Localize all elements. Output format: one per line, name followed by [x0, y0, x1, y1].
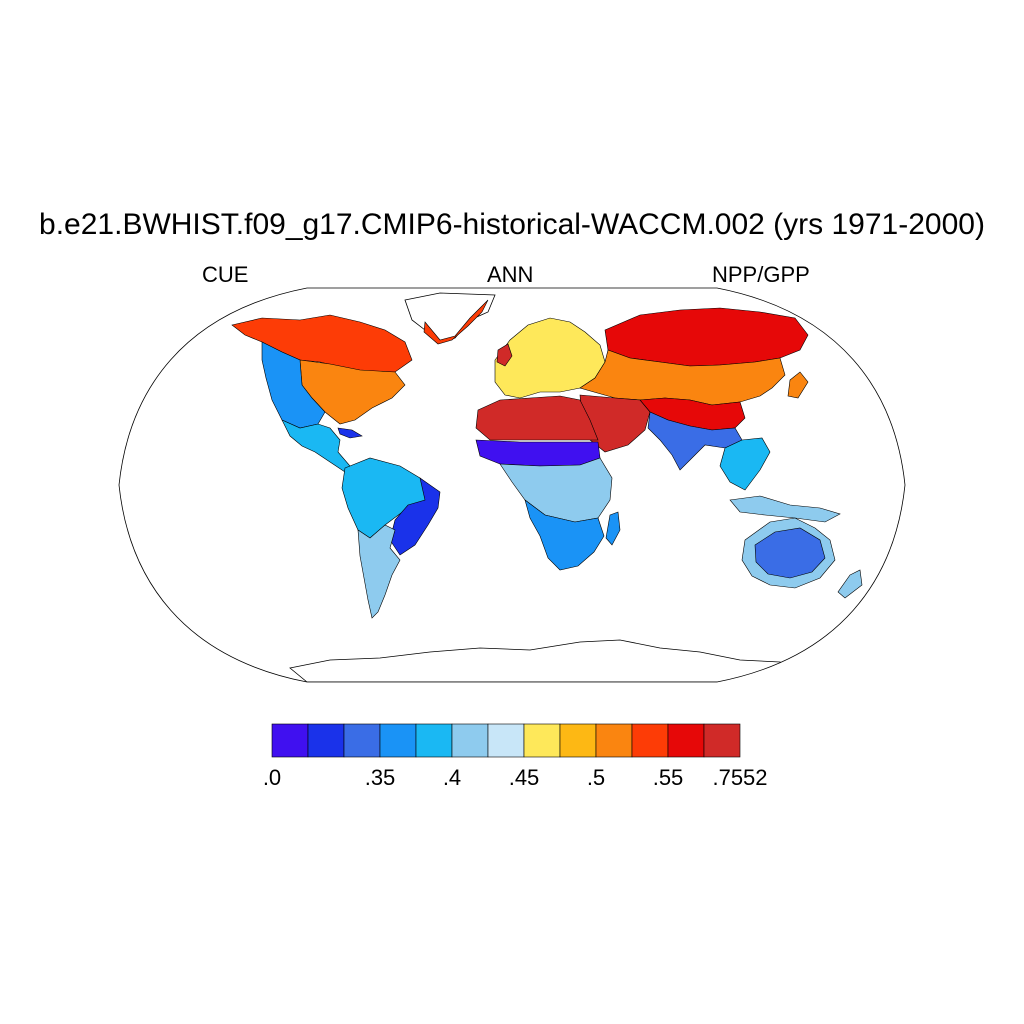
maritime-southeast-asia [729, 495, 841, 523]
colorbar-box [703, 723, 741, 758]
colorbar-box [379, 723, 417, 758]
region-sahel [475, 439, 601, 467]
region-sahara [475, 395, 599, 441]
region-southeast-asia [719, 437, 771, 491]
colorbar-box [667, 723, 705, 758]
map-land [231, 292, 863, 682]
british-isles [496, 343, 513, 367]
madagascar [605, 511, 621, 546]
colorbar-labels: .0 .35 .4 .45 .5 .55 .7552 [263, 765, 768, 790]
plot-title: b.e21.BWHIST.f09_g17.CMIP6-historical-WA… [39, 208, 985, 241]
colorbar-box [487, 723, 525, 758]
antarctica-outline [289, 639, 802, 682]
region-greenland-coast [423, 299, 489, 345]
new-zealand [837, 569, 863, 599]
right-string: NPP/GPP [712, 262, 810, 287]
colorbar-label: .45 [509, 765, 540, 790]
colorbar-label: .7552 [712, 765, 767, 790]
colorbar-box [307, 723, 345, 758]
colorbar-label: .4 [443, 765, 461, 790]
greenland-outline [404, 292, 496, 343]
colorbar-label: .35 [365, 765, 396, 790]
region-southern-africa [524, 499, 605, 571]
region-south-asia [647, 411, 743, 471]
region-central-africa [499, 457, 613, 523]
colorbar-label: .0 [263, 765, 281, 790]
colorbar-label: .55 [653, 765, 684, 790]
colorbar-box [451, 723, 489, 758]
japan [787, 371, 809, 399]
region-siberia [604, 307, 809, 367]
colorbar-box [523, 723, 561, 758]
colorbar-box [631, 723, 669, 758]
region-brazil-east [389, 477, 441, 556]
region-south-america-south [357, 524, 401, 619]
caribbean-islands [337, 427, 363, 439]
region-mexico-central-america [281, 419, 351, 473]
colorbar-box [271, 723, 309, 758]
globe-boundary [118, 287, 906, 683]
center-string: ANN [487, 262, 534, 287]
left-string: CUE [202, 262, 249, 287]
colorbar-box [343, 723, 381, 758]
colorbar-box [415, 723, 453, 758]
region-australia-interior [754, 527, 826, 579]
colorbar-label: .5 [587, 765, 605, 790]
colorbar [271, 723, 741, 758]
colorbar-box [559, 723, 597, 758]
colorbar-box [595, 723, 633, 758]
